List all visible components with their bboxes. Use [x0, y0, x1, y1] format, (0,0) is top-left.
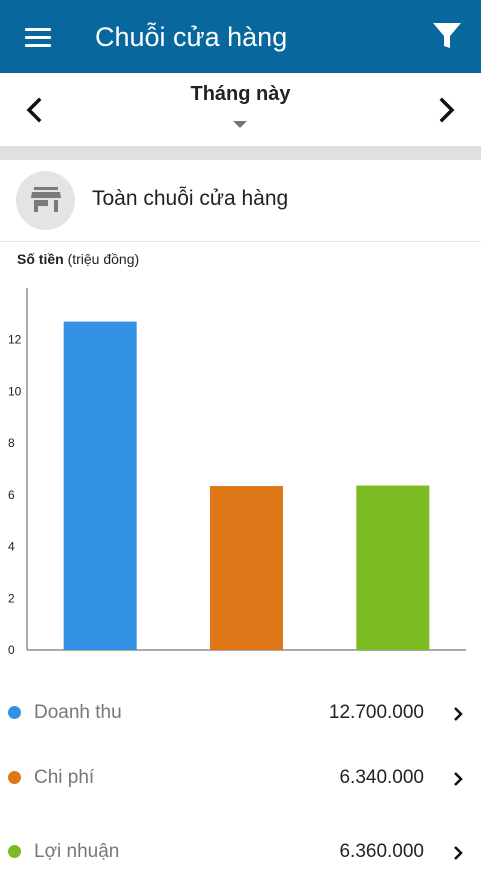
legend-value: 6.340.000: [339, 767, 424, 788]
y-tick-label: 4: [8, 540, 15, 554]
y-axis-label: Số tiền (triệu đồng): [17, 251, 139, 267]
legend-label: Doanh thu: [34, 702, 122, 723]
y-tick-label: 0: [8, 643, 15, 657]
chevron-left-icon[interactable]: [22, 97, 46, 123]
legend-dot: [8, 845, 21, 858]
store-selector[interactable]: Toàn chuỗi cửa hàng: [0, 160, 481, 242]
bar-1[interactable]: [63, 321, 137, 650]
section-divider: [0, 146, 481, 160]
legend-label: Chi phí: [34, 767, 95, 788]
y-tick-label: 2: [8, 591, 15, 605]
y-tick-label: 12: [8, 333, 22, 347]
avatar: [16, 171, 75, 230]
chevron-right-icon[interactable]: [435, 97, 459, 123]
period-selector[interactable]: Tháng này: [190, 83, 291, 105]
y-axis-label-bold: Số tiền: [17, 251, 64, 267]
y-tick-label: 8: [8, 436, 15, 450]
legend-label: Lợi nhuận: [34, 841, 120, 862]
y-axis-label-unit: (triệu đồng): [67, 251, 140, 267]
bar-chart: 0 2 4 6 8 10 12: [8, 288, 466, 657]
bar-3[interactable]: [356, 485, 430, 650]
legend-row[interactable]: Chi phí 6.340.000: [0, 758, 481, 798]
store-name: Toàn chuỗi cửa hàng: [92, 187, 289, 210]
bar-2[interactable]: [210, 486, 283, 650]
page-title: Chuỗi cửa hàng: [95, 22, 288, 52]
app-bar: Chuỗi cửa hàng: [0, 0, 481, 73]
legend-value: 12.700.000: [328, 702, 424, 723]
y-tick-label: 6: [8, 488, 15, 502]
legend-row[interactable]: Doanh thu 12.700.000: [0, 693, 481, 733]
chevron-right-icon[interactable]: [452, 771, 464, 787]
chevron-right-icon[interactable]: [452, 845, 464, 861]
legend-dot: [8, 771, 21, 784]
store-icon: [31, 187, 61, 212]
filter-icon[interactable]: [432, 22, 462, 50]
legend-value: 6.360.000: [339, 841, 424, 862]
y-tick-label: 10: [8, 384, 22, 398]
legend-row[interactable]: Lợi nhuận 6.360.000: [0, 832, 481, 872]
chevron-right-icon[interactable]: [452, 706, 464, 722]
menu-icon[interactable]: [25, 28, 51, 48]
caret-down-icon[interactable]: [233, 121, 247, 128]
period-navigator: Tháng này: [0, 73, 481, 146]
legend-dot: [8, 706, 21, 719]
